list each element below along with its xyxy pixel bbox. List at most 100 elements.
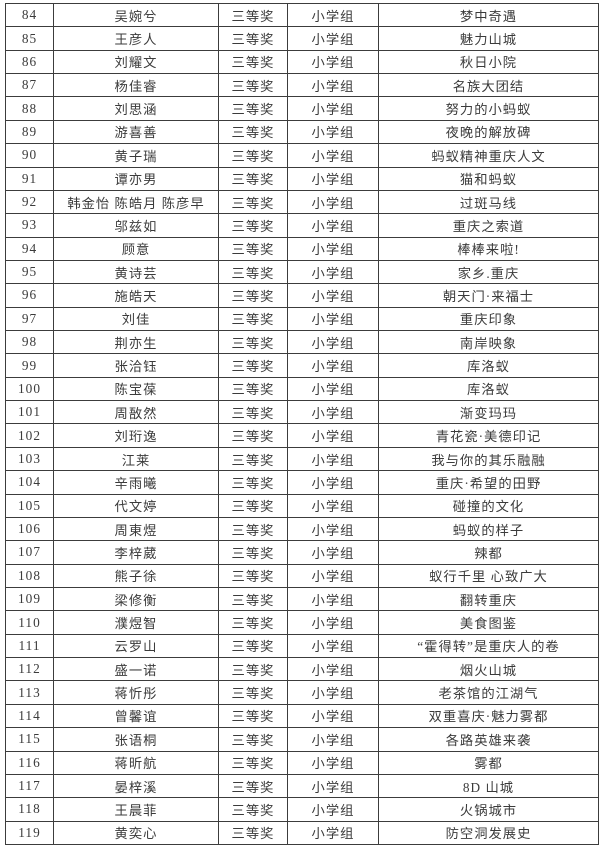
cell-no: 88	[5, 96, 54, 121]
table-row: 108 熊子徐 三等奖 小学组 蚁行千里 心致广大	[5, 563, 599, 588]
cell-no: 114	[5, 703, 54, 729]
cell-authors: 曾馨谊	[53, 703, 219, 729]
cell-award: 三等奖	[218, 470, 288, 495]
cell-group: 小学组	[287, 2, 379, 28]
cell-title: 南岸映象	[378, 330, 599, 355]
cell-group: 小学组	[287, 49, 379, 75]
cell-no: 107	[5, 540, 54, 565]
cell-title: 努力的小蚂蚁	[378, 96, 599, 121]
cell-group: 小学组	[287, 283, 379, 308]
table-row: 102 刘珩逸 三等奖 小学组 青花瓷·美德印记	[5, 423, 599, 448]
cell-group: 小学组	[287, 306, 379, 332]
table-row: 105 代文婷 三等奖 小学组 碰撞的文化	[5, 493, 599, 518]
table-row: 106 周東煜 三等奖 小学组 蚂蚁的样子	[5, 516, 599, 542]
cell-award: 三等奖	[218, 727, 288, 752]
cell-award: 三等奖	[218, 633, 288, 659]
cell-authors: 辛雨曦	[53, 470, 219, 495]
cell-title: 名族大团结	[378, 73, 599, 98]
cell-group: 小学组	[287, 166, 379, 191]
cell-authors: 黄诗芸	[53, 259, 219, 285]
cell-authors: 荆亦生	[53, 330, 219, 355]
cell-no: 98	[5, 330, 54, 355]
cell-no: 99	[5, 353, 54, 378]
cell-title: 老茶馆的江湖气	[378, 680, 599, 705]
cell-no: 101	[5, 400, 54, 425]
cell-no: 108	[5, 563, 54, 588]
cell-award: 三等奖	[218, 213, 288, 238]
cell-title: 防空洞发展史	[378, 820, 599, 846]
cell-group: 小学组	[287, 213, 379, 238]
cell-no: 92	[5, 189, 54, 215]
cell-authors: 刘耀文	[53, 49, 219, 75]
table-row: 101 周敔然 三等奖 小学组 渐变玛玛	[5, 400, 599, 425]
cell-no: 94	[5, 236, 54, 261]
cell-title: 辣都	[378, 540, 599, 565]
cell-award: 三等奖	[218, 773, 288, 799]
cell-group: 小学组	[287, 259, 379, 285]
cell-title: 8D 山城	[378, 773, 599, 799]
cell-authors: 刘佳	[53, 306, 219, 332]
table-row: 93 邬兹如 三等奖 小学组 重庆之索道	[5, 213, 599, 238]
cell-award: 三等奖	[218, 306, 288, 332]
cell-authors: 陈宝葆	[53, 376, 219, 402]
cell-title: 渐变玛玛	[378, 400, 599, 425]
cell-award: 三等奖	[218, 143, 288, 168]
cell-group: 小学组	[287, 750, 379, 775]
cell-authors: 王彦人	[53, 26, 219, 51]
table-row: 96 施皓天 三等奖 小学组 朝天门·来福士	[5, 283, 599, 308]
cell-award: 三等奖	[218, 259, 288, 285]
cell-award: 三等奖	[218, 563, 288, 588]
awards-table-body: 84 吴婉兮 三等奖 小学组 梦中奇遇 85 王彦人 三等奖 小学组 魅力山城 86 刘耀文 三等奖 小学…	[5, 2, 599, 846]
cell-authors: 谭亦男	[53, 166, 219, 191]
cell-title: 碰撞的文化	[378, 493, 599, 518]
table-row: 88 刘思涵 三等奖 小学组 努力的小蚂蚁	[5, 96, 599, 121]
table-row: 114 曾馨谊 三等奖 小学组 双重喜庆·魅力雾都	[5, 703, 599, 729]
cell-title: 秋日小院	[378, 49, 599, 75]
table-row: 112 盛一诺 三等奖 小学组 烟火山城	[5, 657, 599, 682]
table-row: 113 蒋忻彤 三等奖 小学组 老茶馆的江湖气	[5, 680, 599, 705]
table-row: 110 濮煜智 三等奖 小学组 美食图鉴	[5, 610, 599, 635]
cell-authors: 晏梓溪	[53, 773, 219, 799]
cell-no: 102	[5, 423, 54, 448]
cell-award: 三等奖	[218, 540, 288, 565]
cell-award: 三等奖	[218, 820, 288, 846]
table-row: 118 王晨菲 三等奖 小学组 火锅城市	[5, 797, 599, 822]
table-row: 111 云罗山 三等奖 小学组 “霍得转”是重庆人的卷	[5, 633, 599, 659]
cell-no: 95	[5, 259, 54, 285]
cell-authors: 顾意	[53, 236, 219, 261]
cell-group: 小学组	[287, 633, 379, 659]
cell-title: 梦中奇遇	[378, 2, 599, 28]
cell-authors: 张语桐	[53, 727, 219, 752]
table-row: 115 张语桐 三等奖 小学组 各路英雄来袭	[5, 727, 599, 752]
cell-authors: 韩金怡 陈皓月 陈彦早	[53, 189, 219, 215]
cell-title: 魅力山城	[378, 26, 599, 51]
cell-award: 三等奖	[218, 49, 288, 75]
table-row: 103 江莱 三等奖 小学组 我与你的其乐融融	[5, 446, 599, 472]
table-row: 100 陈宝葆 三等奖 小学组 库洛蚁	[5, 376, 599, 402]
cell-group: 小学组	[287, 400, 379, 425]
cell-group: 小学组	[287, 236, 379, 261]
cell-title: 美食图鉴	[378, 610, 599, 635]
cell-award: 三等奖	[218, 2, 288, 28]
cell-authors: 云罗山	[53, 633, 219, 659]
cell-group: 小学组	[287, 820, 379, 846]
cell-award: 三等奖	[218, 750, 288, 775]
cell-group: 小学组	[287, 119, 379, 145]
table-row: 91 谭亦男 三等奖 小学组 猫和蚂蚁	[5, 166, 599, 191]
cell-award: 三等奖	[218, 610, 288, 635]
cell-authors: 盛一诺	[53, 657, 219, 682]
cell-group: 小学组	[287, 563, 379, 588]
cell-title: 库洛蚁	[378, 376, 599, 402]
cell-award: 三等奖	[218, 657, 288, 682]
cell-title: 我与你的其乐融融	[378, 446, 599, 472]
cell-no: 117	[5, 773, 54, 799]
cell-group: 小学组	[287, 143, 379, 168]
cell-no: 105	[5, 493, 54, 518]
cell-title: 重庆印象	[378, 306, 599, 332]
cell-award: 三等奖	[218, 586, 288, 612]
table-row: 104 辛雨曦 三等奖 小学组 重庆·希望的田野	[5, 470, 599, 495]
cell-group: 小学组	[287, 703, 379, 729]
cell-no: 116	[5, 750, 54, 775]
cell-award: 三等奖	[218, 283, 288, 308]
